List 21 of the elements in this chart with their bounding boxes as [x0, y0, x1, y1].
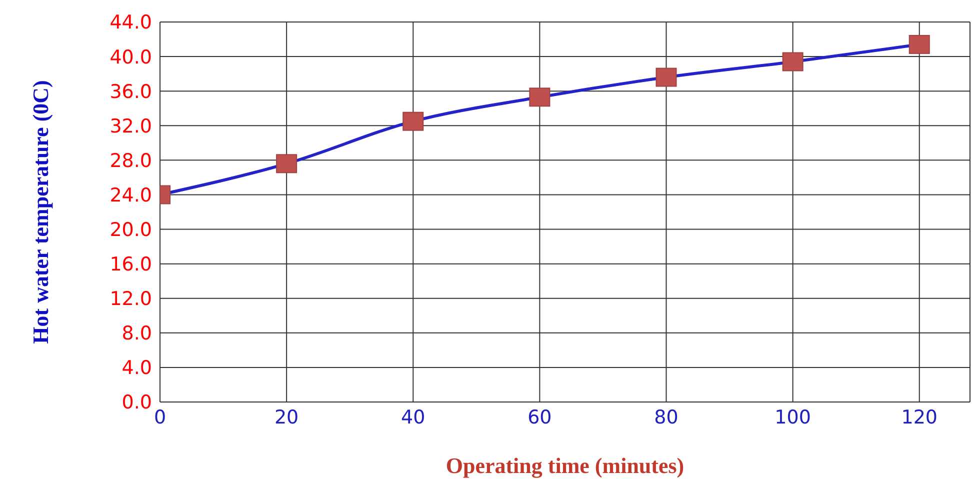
y-tick-label: 44.0: [110, 12, 152, 34]
y-tick-label: 32.0: [110, 115, 152, 138]
y-axis-title: Hot water temperature (0C): [28, 80, 53, 344]
x-axis-title: Operating time (minutes): [446, 453, 684, 478]
x-tick-label: 100: [774, 406, 811, 428]
x-tick-label: 60: [528, 406, 552, 428]
y-tick-label: 24.0: [110, 184, 152, 206]
y-tick-label: 36.0: [110, 80, 152, 103]
y-tick-label: 16.0: [110, 254, 152, 276]
y-tick-label: 20.0: [110, 219, 152, 242]
y-tick-label: 8.0: [122, 322, 152, 345]
y-tick-label: 40.0: [110, 46, 152, 68]
y-tick-label: 12.0: [110, 288, 152, 310]
y-tick-label: 4.0: [122, 357, 152, 380]
x-tick-label: 20: [274, 406, 299, 428]
y-tick-label: 0.0: [122, 392, 152, 414]
x-tick-label: 0: [154, 406, 166, 428]
x-tick-label: 120: [901, 406, 938, 428]
y-tick-label: 28.0: [110, 150, 152, 172]
x-tick-label: 40: [401, 406, 426, 428]
x-tick-label: 80: [654, 406, 678, 428]
